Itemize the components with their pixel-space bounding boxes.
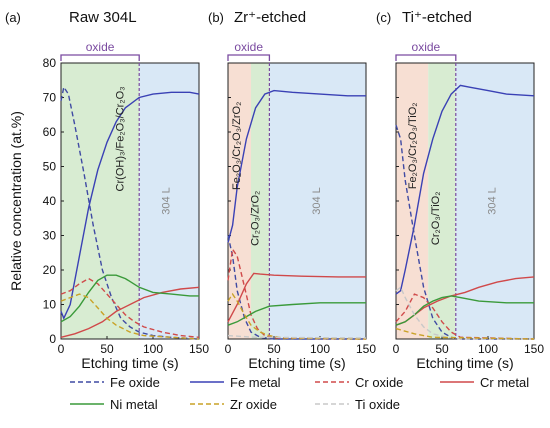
y-tick-label: 60 bbox=[43, 125, 57, 139]
oxide-bracket bbox=[395, 54, 457, 61]
y-axis-label: Relative concentration (at.%) bbox=[8, 111, 24, 291]
region-band-1 bbox=[396, 63, 429, 339]
region-band-2 bbox=[139, 63, 199, 339]
x-tick-label: 0 bbox=[58, 342, 65, 356]
chart-panel-1: oxide 0 10 20 30 40 50 60 70 80 0 50 100 150 Etching t… bbox=[5, 9, 209, 371]
x-tick-label: 150 bbox=[524, 342, 544, 356]
y-tick-label: 0 bbox=[49, 332, 56, 346]
x-tick-label: 0 bbox=[225, 342, 232, 356]
x-tick-label: 100 bbox=[143, 342, 163, 356]
series-line-zr-oxide bbox=[395, 327, 535, 340]
panel-label: (a) bbox=[5, 10, 21, 25]
y-tick-label: 40 bbox=[43, 194, 57, 208]
region-band-2 bbox=[251, 63, 270, 339]
x-tick-label: 100 bbox=[310, 342, 330, 356]
legend-label: Fe oxide bbox=[110, 375, 160, 390]
x-axis-label: Etching time (s) bbox=[81, 355, 178, 371]
bulk-label: 304 L bbox=[161, 187, 173, 215]
oxide-label: oxide bbox=[234, 40, 263, 54]
legend: Fe oxide Fe metal Cr oxide Cr metal Ni metal… bbox=[70, 375, 529, 412]
x-tick-label: 50 bbox=[267, 342, 281, 356]
panel-title: Zr⁺-etched bbox=[234, 9, 306, 26]
panel-label: (b) bbox=[208, 10, 224, 25]
x-axis-label: Etching time (s) bbox=[416, 355, 513, 371]
series-line-ni-metal bbox=[395, 295, 534, 326]
x-tick-label: 100 bbox=[478, 342, 498, 356]
legend-label: Ti oxide bbox=[355, 397, 400, 412]
panel-title: Ti⁺-etched bbox=[402, 9, 472, 26]
region-band-2 bbox=[428, 63, 456, 339]
series-line-fe-oxide bbox=[227, 235, 366, 340]
series-line-fe-metal bbox=[227, 89, 366, 243]
x-tick-label: 50 bbox=[435, 342, 449, 356]
series-line-fe-metal bbox=[395, 84, 535, 295]
series-line-cr-oxide bbox=[395, 293, 535, 340]
series-line-cr-metal bbox=[227, 272, 366, 323]
series-line-ti-oxide bbox=[395, 286, 534, 340]
chart-panel-3: oxide 0 50 100 150 Etching time (s) (c) Ti⁺-etc… bbox=[376, 9, 544, 371]
layer-label: Cr₂O₃/TiO₂ bbox=[430, 192, 442, 246]
x-axis-label: Etching time (s) bbox=[248, 355, 345, 371]
oxide-label: oxide bbox=[86, 40, 115, 54]
layer-label: Fe₂O₃/Cr₂O₃/TiO₂ bbox=[407, 102, 419, 189]
legend-label: Fe metal bbox=[230, 375, 281, 390]
oxide-bracket bbox=[227, 54, 271, 61]
x-tick-label: 50 bbox=[100, 342, 114, 356]
x-tick-label: 0 bbox=[393, 342, 400, 356]
oxide-label: oxide bbox=[412, 40, 441, 54]
legend-label: Cr metal bbox=[480, 375, 529, 390]
panel-title: Raw 304L bbox=[69, 9, 137, 26]
y-tick-label: 20 bbox=[43, 263, 57, 277]
chart-panel-2: oxide 0 50 100 150 Etching time (s) (b) Zr⁺-etc… bbox=[208, 9, 376, 371]
layer-label: Cr₂O₃/ZrO₂ bbox=[249, 191, 261, 246]
y-tick-label: 30 bbox=[43, 229, 57, 243]
x-tick-label: 150 bbox=[189, 342, 209, 356]
series-line-cr-metal bbox=[60, 286, 200, 338]
layer-label: Fe₂O₃/Cr₂O₃/ZrO₂ bbox=[231, 102, 243, 190]
legend-label: Ni metal bbox=[110, 397, 158, 412]
region-band-3 bbox=[455, 63, 534, 339]
panel-label: (c) bbox=[376, 10, 391, 25]
series-line-ni-metal bbox=[60, 274, 199, 323]
legend-label: Zr oxide bbox=[230, 397, 277, 412]
series-line-ti-oxide bbox=[227, 334, 367, 339]
series-line-fe-oxide bbox=[60, 85, 200, 340]
series-line-ni-metal bbox=[227, 302, 366, 326]
x-tick-label: 150 bbox=[356, 342, 376, 356]
y-tick-label: 80 bbox=[43, 56, 57, 70]
bulk-label: 304 L bbox=[311, 187, 323, 215]
y-tick-label: 70 bbox=[43, 91, 57, 105]
bulk-label: 304 L bbox=[486, 187, 498, 215]
y-tick-label: 50 bbox=[43, 160, 57, 174]
region-band-1 bbox=[61, 63, 140, 339]
y-tick-label: 10 bbox=[43, 298, 57, 312]
region-band-3 bbox=[269, 63, 366, 339]
legend-label: Cr oxide bbox=[355, 375, 403, 390]
layer-label: Cr(OH)₃/Fe₂O₃/Cr₂O₃ bbox=[115, 86, 127, 191]
oxide-bracket bbox=[60, 54, 140, 61]
series-line-zr-oxide bbox=[60, 293, 200, 340]
